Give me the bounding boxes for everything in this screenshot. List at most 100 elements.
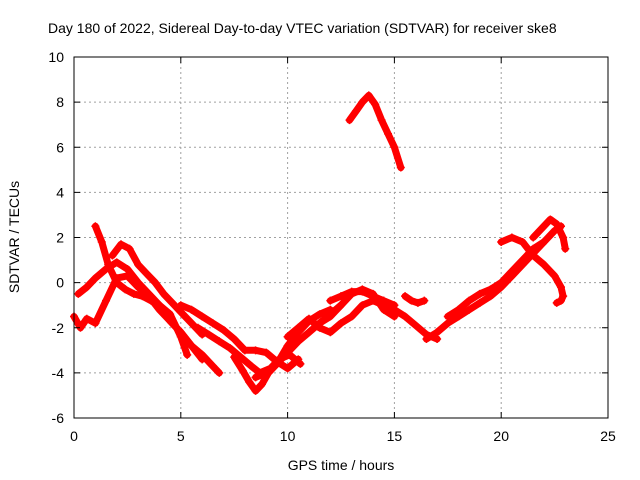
- data-point: [198, 355, 207, 364]
- data-point: [497, 278, 506, 287]
- data-point: [151, 278, 160, 287]
- data-point: [74, 289, 83, 298]
- y-tick-label: -6: [52, 410, 65, 426]
- data-point: [559, 233, 568, 242]
- data-point: [146, 296, 155, 305]
- data-point: [251, 346, 260, 355]
- data-point: [337, 292, 345, 301]
- series-arc-8: [252, 306, 334, 381]
- data-point: [507, 233, 516, 242]
- data-point: [296, 359, 305, 368]
- data-point: [82, 283, 91, 292]
- data-point: [187, 305, 196, 314]
- data-point: [116, 240, 125, 249]
- data-point: [176, 301, 185, 310]
- data-point: [557, 296, 566, 305]
- data-point: [155, 301, 164, 310]
- data-point: [337, 301, 345, 310]
- data-point: [198, 312, 207, 321]
- y-tick-label: 2: [56, 230, 64, 246]
- data-point: [91, 319, 100, 328]
- data-point: [337, 319, 345, 328]
- data-point: [383, 129, 392, 138]
- data-point: [104, 260, 113, 269]
- data-point: [347, 289, 356, 298]
- data-point: [159, 289, 168, 298]
- data-point: [552, 219, 561, 228]
- data-point: [112, 258, 121, 267]
- data-point: [240, 346, 249, 355]
- data-point: [176, 332, 185, 341]
- data-point: [304, 314, 313, 323]
- y-tick-label: 6: [56, 139, 64, 155]
- data-point: [208, 319, 217, 328]
- data-point: [257, 380, 266, 389]
- data-point: [390, 312, 399, 321]
- data-point: [166, 310, 175, 319]
- data-point: [401, 292, 410, 301]
- data-point: [465, 305, 474, 314]
- data-point: [552, 298, 561, 307]
- data-point: [401, 312, 410, 321]
- data-point: [215, 337, 224, 346]
- x-tick-label: 20: [493, 428, 509, 444]
- data-point: [230, 353, 239, 362]
- data-point: [518, 238, 527, 247]
- data-point: [377, 116, 386, 125]
- data-point: [91, 222, 100, 231]
- data-point: [238, 366, 247, 375]
- data-point: [559, 292, 568, 301]
- data-point: [411, 321, 420, 330]
- data-point: [345, 116, 354, 125]
- data-point: [539, 238, 548, 247]
- x-tick-label: 0: [70, 428, 78, 444]
- chart-title: Day 180 of 2022, Sidereal Day-to-day VTE…: [48, 20, 557, 36]
- data-point: [187, 341, 196, 350]
- data-point: [422, 335, 431, 344]
- data-point: [443, 312, 452, 321]
- x-tick-label: 25: [600, 428, 616, 444]
- data-point: [123, 265, 132, 274]
- data-point: [539, 260, 548, 269]
- data-point: [413, 298, 422, 307]
- y-tick-label: 4: [56, 184, 64, 200]
- data-point: [407, 296, 416, 305]
- y-tick-label: -4: [52, 365, 65, 381]
- data-point: [251, 386, 260, 395]
- data-point: [102, 296, 111, 305]
- data-point: [82, 314, 91, 323]
- data-point: [433, 328, 442, 337]
- data-point: [142, 269, 151, 278]
- data-point: [546, 215, 555, 224]
- data-point: [369, 289, 378, 298]
- series-arc-12: [401, 292, 428, 307]
- data-point: [245, 377, 254, 386]
- data-point: [358, 301, 367, 310]
- data-point: [358, 285, 367, 294]
- data-point: [225, 344, 234, 353]
- data-point: [134, 260, 143, 269]
- data-point: [326, 296, 335, 305]
- data-point: [125, 244, 134, 253]
- data-point: [486, 292, 495, 301]
- data-point: [294, 323, 303, 332]
- data-point: [283, 364, 292, 373]
- data-point: [497, 238, 506, 247]
- data-point: [304, 328, 313, 337]
- data-point: [475, 298, 484, 307]
- series-arc-3: [91, 222, 191, 359]
- data-point: [193, 323, 202, 332]
- data-point: [529, 233, 538, 242]
- y-axis-label: SDTVAR / TECUs: [6, 181, 22, 293]
- data-point: [121, 285, 130, 294]
- data-point: [262, 348, 271, 357]
- data-point: [129, 289, 138, 298]
- series-arc-11: [316, 285, 398, 327]
- data-point: [390, 143, 399, 152]
- data-point: [315, 310, 324, 319]
- data-point: [138, 292, 147, 301]
- data-point: [176, 307, 185, 316]
- data-point: [97, 238, 106, 247]
- data-point: [168, 298, 177, 307]
